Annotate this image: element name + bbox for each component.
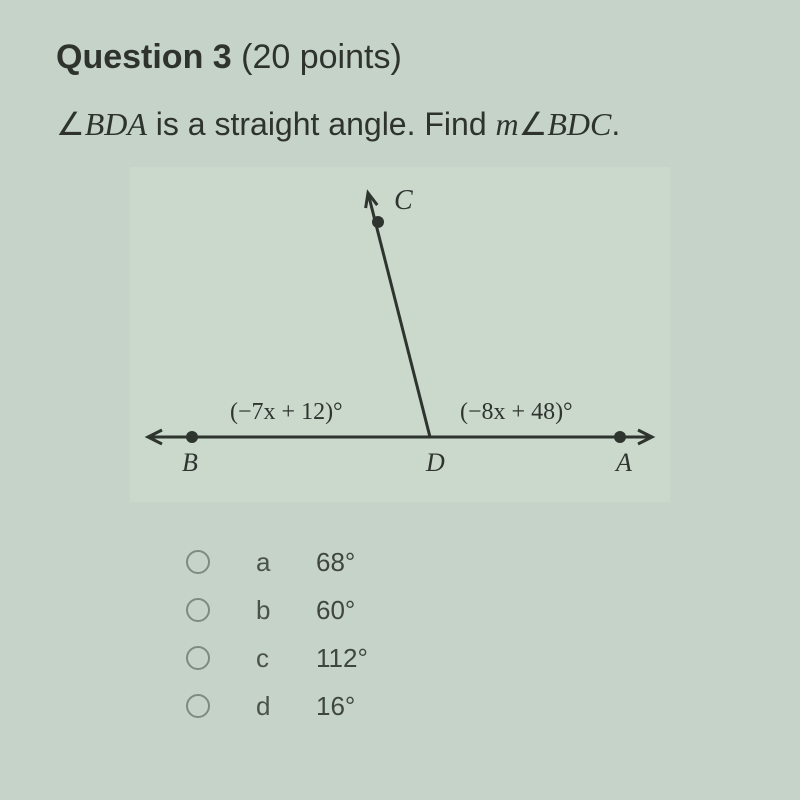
choice-value: 60°	[316, 595, 355, 626]
answer-choices: a 68° b 60° c 112° d 16°	[186, 538, 744, 730]
choice-d[interactable]: d 16°	[186, 682, 744, 730]
radio-icon[interactable]	[186, 550, 210, 574]
choice-value: 68°	[316, 547, 355, 578]
question-points: (20 points)	[232, 38, 402, 76]
prompt-text-1: is a straight angle. Find	[147, 106, 496, 142]
svg-text:D: D	[425, 448, 445, 477]
choice-value: 16°	[316, 691, 355, 722]
choice-letter: b	[256, 595, 316, 626]
choice-letter: a	[256, 547, 316, 578]
prompt-end: .	[611, 106, 620, 142]
svg-text:B: B	[182, 448, 198, 477]
question-page: Question 3 (20 points) ∠BDA is a straigh…	[0, 0, 800, 768]
question-prompt: ∠BDA is a straight angle. Find m∠BDC.	[56, 105, 744, 143]
angle-bda: BDA	[85, 106, 147, 142]
choice-b[interactable]: b 60°	[186, 586, 744, 634]
diagram-container: B D A C (−7x + 12)° (−8x + 48)°	[130, 167, 670, 502]
question-number: Question 3	[56, 38, 232, 76]
choice-c[interactable]: c 112°	[186, 634, 744, 682]
radio-icon[interactable]	[186, 694, 210, 718]
angle-symbol-2: ∠	[519, 106, 548, 142]
measure-m: m	[496, 106, 519, 142]
choice-letter: d	[256, 691, 316, 722]
svg-text:(−8x + 48)°: (−8x + 48)°	[460, 399, 573, 425]
radio-icon[interactable]	[186, 598, 210, 622]
choice-value: 112°	[316, 643, 368, 674]
angle-symbol: ∠	[56, 106, 85, 142]
choice-letter: c	[256, 643, 316, 674]
question-title: Question 3 (20 points)	[56, 38, 744, 77]
geometry-diagram: B D A C (−7x + 12)° (−8x + 48)°	[130, 167, 670, 497]
angle-bdc: BDC	[547, 106, 611, 142]
svg-text:C: C	[394, 185, 413, 216]
radio-icon[interactable]	[186, 646, 210, 670]
svg-text:A: A	[614, 448, 632, 477]
svg-text:(−7x + 12)°: (−7x + 12)°	[230, 399, 343, 425]
choice-a[interactable]: a 68°	[186, 538, 744, 586]
